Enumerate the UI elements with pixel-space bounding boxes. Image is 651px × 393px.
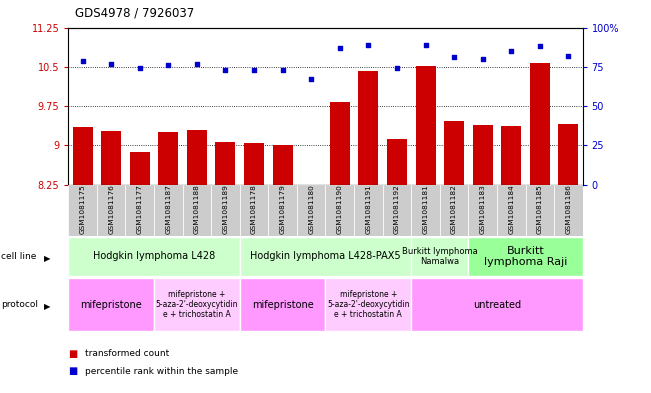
- Bar: [411, 278, 583, 331]
- Bar: [126, 185, 154, 236]
- Text: ■: ■: [68, 366, 77, 376]
- Text: GSM1081182: GSM1081182: [451, 184, 457, 234]
- Bar: [383, 185, 411, 236]
- Point: [477, 56, 488, 62]
- Bar: [297, 185, 326, 236]
- Bar: [215, 142, 236, 185]
- Bar: [501, 126, 521, 185]
- Bar: [354, 185, 383, 236]
- Point: [106, 61, 117, 67]
- Point: [392, 65, 402, 72]
- Bar: [244, 143, 264, 185]
- Bar: [326, 278, 411, 331]
- Text: GSM1081186: GSM1081186: [565, 184, 572, 234]
- Point: [191, 61, 202, 67]
- Text: GSM1081188: GSM1081188: [194, 184, 200, 234]
- Point: [135, 65, 145, 72]
- Bar: [101, 131, 121, 185]
- Text: mifepristone: mifepristone: [80, 299, 142, 310]
- Bar: [273, 145, 293, 185]
- Text: protocol: protocol: [1, 300, 38, 309]
- Bar: [130, 152, 150, 185]
- Bar: [326, 185, 354, 236]
- Bar: [473, 125, 493, 185]
- Bar: [444, 121, 464, 185]
- Text: GSM1081183: GSM1081183: [480, 184, 486, 234]
- Bar: [468, 185, 497, 236]
- Text: GSM1081176: GSM1081176: [108, 184, 114, 234]
- Point: [449, 54, 459, 61]
- Bar: [530, 63, 550, 185]
- Bar: [330, 103, 350, 185]
- Bar: [554, 185, 583, 236]
- Bar: [358, 71, 378, 185]
- Text: mifepristone +
5-aza-2'-deoxycytidin
e + trichostatin A: mifepristone + 5-aza-2'-deoxycytidin e +…: [156, 290, 238, 320]
- Text: GSM1081190: GSM1081190: [337, 184, 343, 234]
- Text: GSM1081181: GSM1081181: [422, 184, 428, 234]
- Text: GSM1081179: GSM1081179: [280, 184, 286, 234]
- Text: Burkitt lymphoma
Namalwa: Burkitt lymphoma Namalwa: [402, 247, 478, 266]
- Bar: [468, 237, 583, 276]
- Bar: [158, 132, 178, 185]
- Text: untreated: untreated: [473, 299, 521, 310]
- Text: GSM1081191: GSM1081191: [365, 184, 371, 234]
- Bar: [183, 185, 211, 236]
- Bar: [440, 185, 468, 236]
- Text: GSM1081178: GSM1081178: [251, 184, 257, 234]
- Bar: [68, 278, 154, 331]
- Point: [220, 67, 230, 73]
- Text: GSM1081187: GSM1081187: [165, 184, 171, 234]
- Point: [306, 76, 316, 83]
- Text: percentile rank within the sample: percentile rank within the sample: [85, 367, 238, 376]
- Point: [363, 42, 374, 48]
- Text: ▶: ▶: [44, 254, 51, 263]
- Text: Burkitt
lymphoma Raji: Burkitt lymphoma Raji: [484, 246, 567, 267]
- Bar: [497, 185, 525, 236]
- Point: [506, 48, 516, 54]
- Text: ■: ■: [68, 349, 77, 359]
- Bar: [187, 130, 207, 185]
- Point: [77, 57, 88, 64]
- Bar: [268, 185, 297, 236]
- Bar: [240, 237, 411, 276]
- Bar: [240, 278, 326, 331]
- Bar: [73, 127, 92, 185]
- Point: [563, 53, 574, 59]
- Bar: [411, 185, 440, 236]
- Point: [421, 42, 431, 48]
- Text: mifepristone: mifepristone: [252, 299, 314, 310]
- Text: GSM1081175: GSM1081175: [79, 184, 86, 234]
- Text: GSM1081185: GSM1081185: [537, 184, 543, 234]
- Text: Hodgkin lymphoma L428: Hodgkin lymphoma L428: [93, 252, 215, 261]
- Bar: [68, 185, 97, 236]
- Bar: [68, 237, 240, 276]
- Text: GSM1081177: GSM1081177: [137, 184, 143, 234]
- Text: Hodgkin lymphoma L428-PAX5: Hodgkin lymphoma L428-PAX5: [250, 252, 401, 261]
- Bar: [387, 139, 407, 185]
- Bar: [411, 237, 468, 276]
- Text: GSM1081180: GSM1081180: [308, 184, 314, 234]
- Text: GSM1081189: GSM1081189: [223, 184, 229, 234]
- Bar: [240, 185, 268, 236]
- Point: [534, 43, 545, 50]
- Bar: [525, 185, 554, 236]
- Point: [163, 62, 174, 68]
- Point: [277, 67, 288, 73]
- Text: ▶: ▶: [44, 302, 51, 311]
- Text: GDS4978 / 7926037: GDS4978 / 7926037: [75, 7, 194, 20]
- Text: mifepristone +
5-aza-2'-deoxycytidin
e + trichostatin A: mifepristone + 5-aza-2'-deoxycytidin e +…: [327, 290, 409, 320]
- Bar: [154, 278, 240, 331]
- Bar: [415, 66, 436, 185]
- Bar: [559, 124, 578, 185]
- Bar: [211, 185, 240, 236]
- Text: GSM1081184: GSM1081184: [508, 184, 514, 234]
- Bar: [97, 185, 126, 236]
- Bar: [154, 185, 183, 236]
- Text: cell line: cell line: [1, 252, 36, 261]
- Point: [335, 45, 345, 51]
- Point: [249, 67, 259, 73]
- Text: GSM1081192: GSM1081192: [394, 184, 400, 234]
- Text: transformed count: transformed count: [85, 349, 169, 358]
